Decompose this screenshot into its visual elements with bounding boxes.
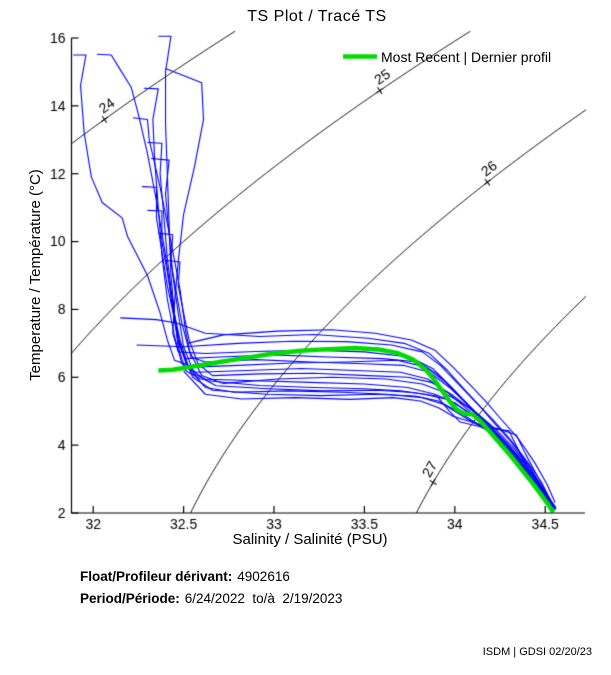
float-id-value: 4902616: [237, 569, 290, 584]
y-axis-label: Temperature / Température (°C): [27, 169, 44, 381]
footer-credit: ISDM | GDSI 02/20/23: [482, 646, 592, 658]
period-label: Period/Période:: [80, 591, 180, 606]
float-id-line: Float/Profileur dérivant: 4902616: [80, 569, 290, 584]
x-axis-label: Salinity / Salinité (PSU): [232, 531, 388, 548]
period-line: Period/Période: 6/24/2022 to/à 2/19/2023: [80, 591, 342, 606]
legend-label: Most Recent | Dernier profil: [381, 49, 552, 65]
plot-title: TS Plot / Tracé TS: [247, 8, 387, 25]
period-value: 6/24/2022 to/à 2/19/2023: [184, 591, 343, 606]
float-id-label: Float/Profileur dérivant:: [80, 569, 233, 584]
